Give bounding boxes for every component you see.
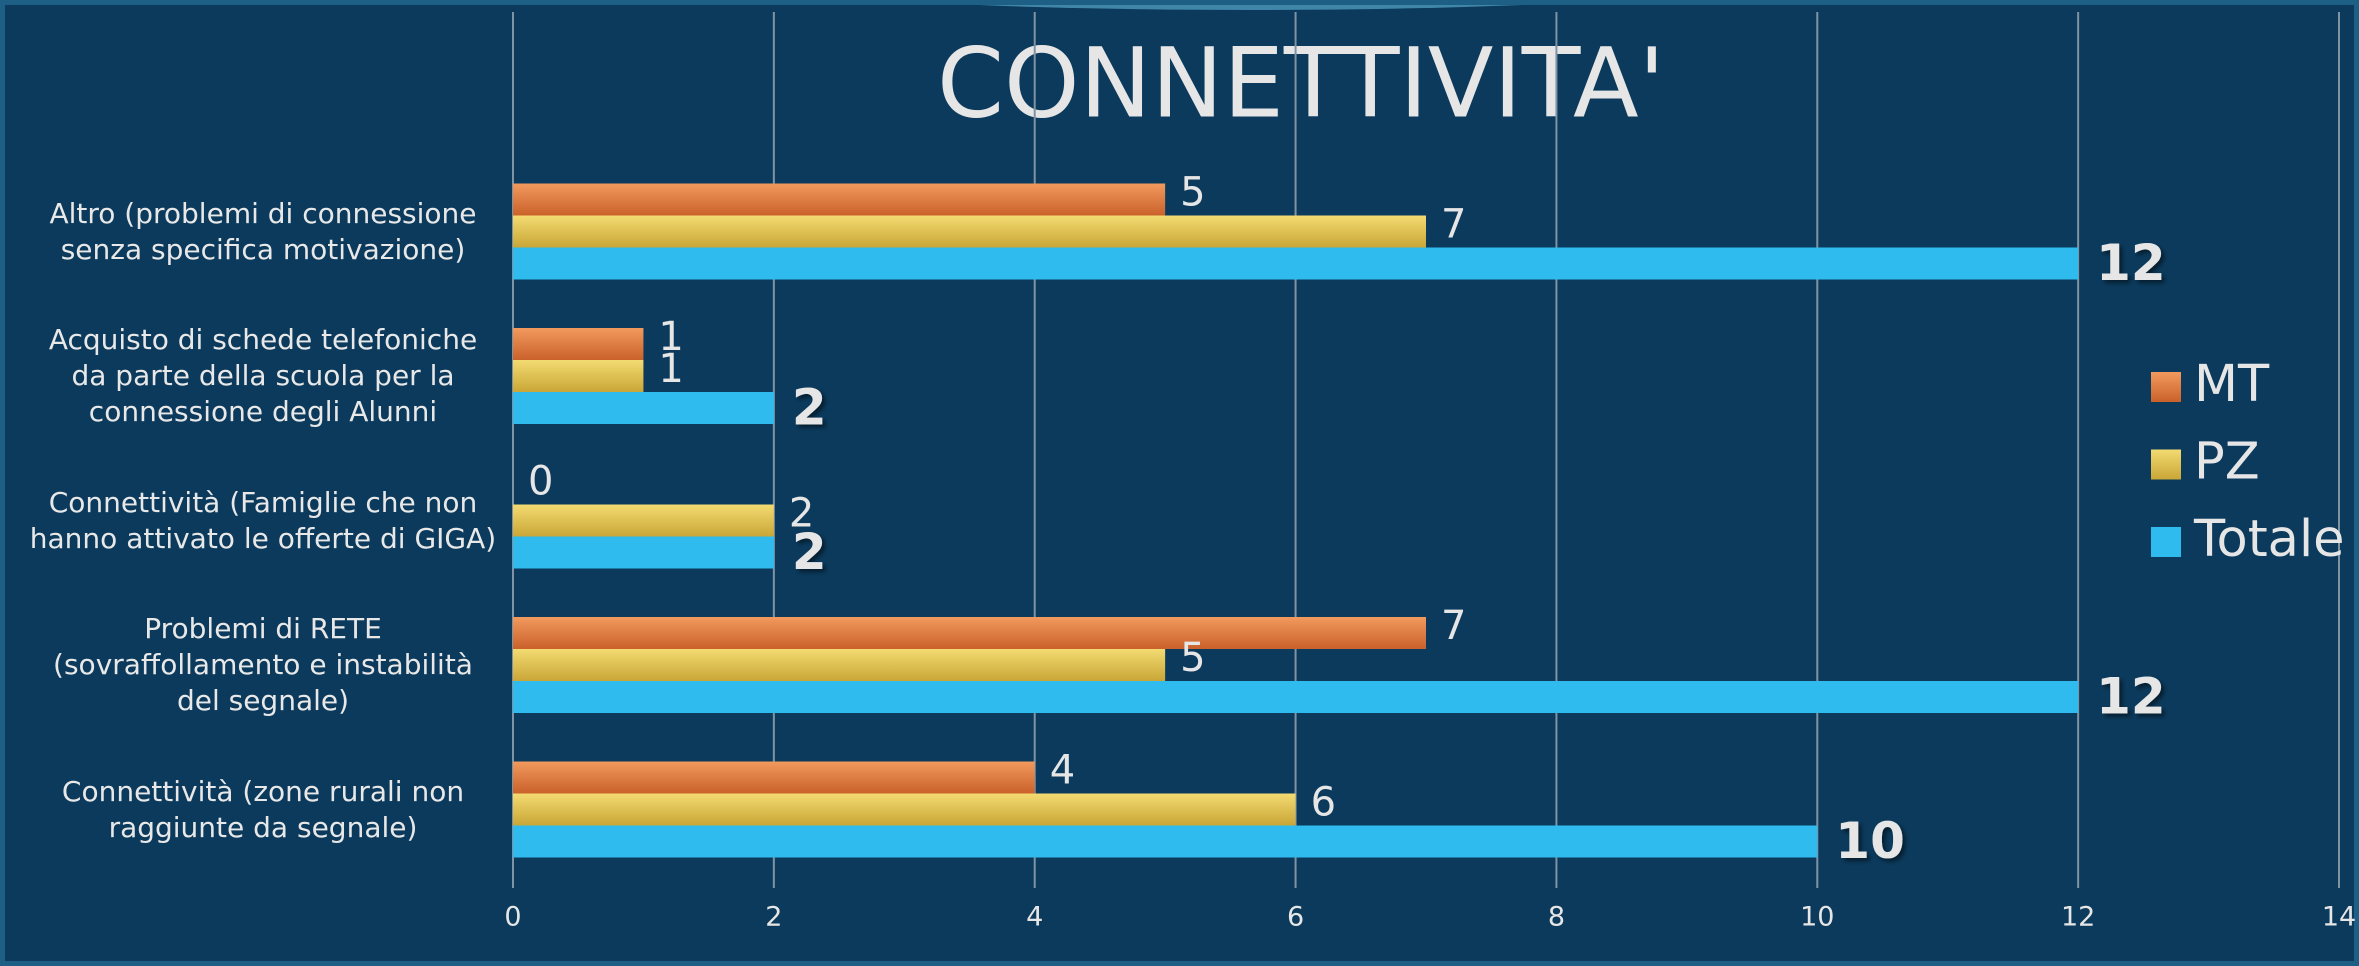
x-tick-label: 4 — [1026, 902, 1043, 933]
data-label: 1 — [658, 314, 683, 360]
bar — [513, 825, 1818, 858]
bar — [513, 617, 1426, 649]
bar — [513, 215, 1426, 248]
data-label: 12 — [2096, 234, 2166, 292]
bar — [513, 247, 2079, 280]
data-label: 1 — [658, 346, 683, 392]
data-label: 2 — [792, 379, 827, 437]
x-tick-label: 8 — [1548, 902, 1565, 933]
legend-label: PZ — [2194, 433, 2260, 492]
x-tick-label: 10 — [1800, 902, 1834, 933]
y-tick-label: Problemi di RETE (sovraffollamento e ins… — [53, 612, 473, 717]
data-label: 0 — [528, 459, 553, 505]
legend-swatch — [2151, 527, 2181, 557]
bar — [513, 183, 1166, 216]
bar — [513, 360, 644, 392]
x-tick-label: 12 — [2061, 902, 2095, 933]
legend-label: MT — [2194, 355, 2270, 414]
data-label: 6 — [1311, 780, 1336, 826]
legend-swatch — [2151, 372, 2181, 402]
data-label: 10 — [1835, 812, 1905, 870]
bar — [513, 761, 1035, 794]
data-label: 4 — [1050, 748, 1075, 794]
bar — [513, 328, 644, 360]
bar — [513, 681, 2079, 713]
x-tick-label: 6 — [1287, 902, 1304, 933]
legend-swatch — [2151, 449, 2181, 480]
y-tick-label: Connettività (Famiglie che non hanno att… — [29, 485, 497, 555]
data-label: 2 — [792, 523, 827, 581]
bar — [513, 504, 774, 537]
data-label: 12 — [2096, 668, 2166, 726]
y-tick-label: Connettività (zone rurali non raggiunte … — [61, 774, 465, 844]
bar — [513, 793, 1296, 826]
x-tick-label: 14 — [2322, 902, 2356, 933]
x-tick-label: 0 — [504, 902, 521, 933]
bar — [513, 649, 1166, 681]
x-tick-label: 2 — [765, 902, 782, 933]
chart-title: CONNETTIVITA' — [937, 27, 1665, 139]
legend-label: Totale — [2193, 510, 2345, 569]
y-tick-label: Acquisto di schede telefoniche da parte … — [48, 323, 478, 428]
data-label: 5 — [1180, 635, 1205, 681]
y-tick-label: Altro (problemi di connessione senza spe… — [49, 196, 477, 266]
data-label: 5 — [1180, 170, 1205, 216]
data-label: 7 — [1441, 202, 1466, 248]
data-label: 2 — [789, 491, 814, 537]
data-label: 7 — [1441, 603, 1466, 649]
bar — [513, 392, 774, 424]
bar — [513, 536, 774, 569]
